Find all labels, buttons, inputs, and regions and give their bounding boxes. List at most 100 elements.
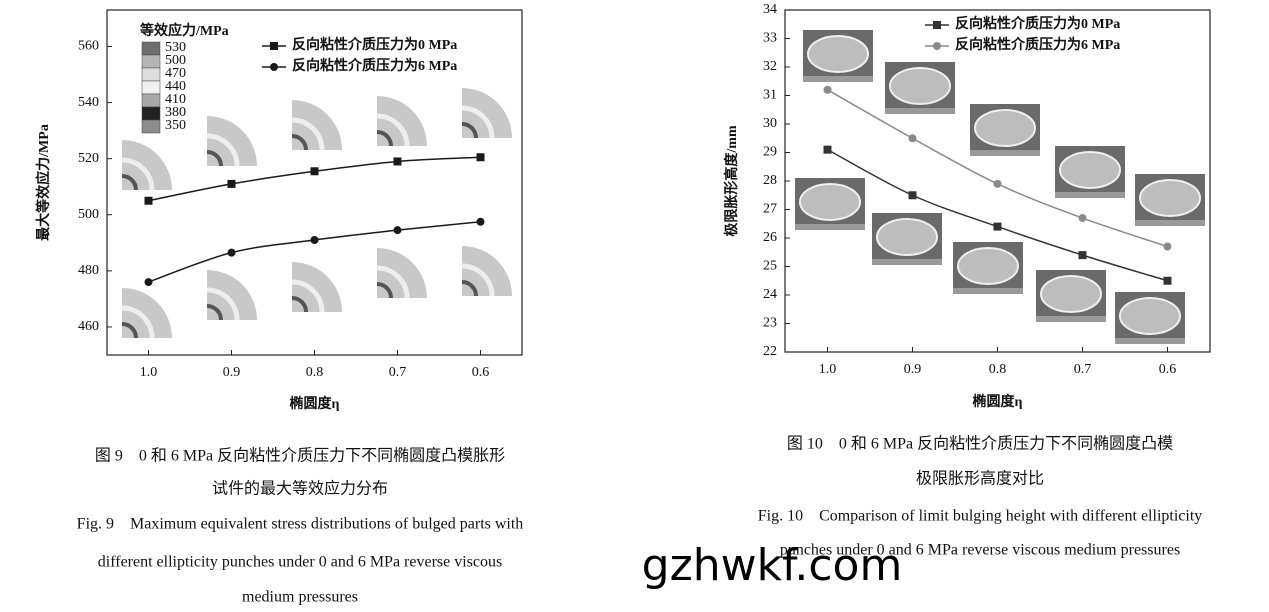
simulation-thumb <box>121 288 172 339</box>
y-tick-label: 28 <box>763 173 777 188</box>
thumb-shape <box>207 270 257 320</box>
thumb-ring <box>121 305 155 339</box>
caption: medium pressures <box>242 589 358 606</box>
y-tick-label: 22 <box>763 344 777 359</box>
photo-dome <box>876 218 938 256</box>
photo-thumb <box>1055 146 1125 198</box>
marker <box>310 167 319 176</box>
marker <box>227 248 236 257</box>
thumb-ring <box>376 282 393 299</box>
thumb-ring <box>461 105 495 139</box>
photo-dome <box>1139 179 1201 217</box>
simulation-thumb <box>376 248 427 299</box>
caption: 图 9 0 和 6 MPa 反向粘性介质压力下不同椭圆度凸模胀形 <box>95 447 505 465</box>
marker <box>908 134 917 143</box>
y-tick-label: 27 <box>763 202 777 217</box>
thumb-shape <box>207 116 257 166</box>
caption: punches under 0 and 6 MPa reverse viscou… <box>780 542 1180 559</box>
marker <box>270 42 278 50</box>
thumb-ring <box>291 296 308 313</box>
marker <box>1163 242 1172 251</box>
colorbar-swatch <box>141 80 161 95</box>
simulation-thumb <box>206 270 257 321</box>
marker <box>144 278 153 287</box>
photo-ruler <box>795 224 865 230</box>
marker <box>1078 214 1087 223</box>
photo-thumb <box>803 30 873 82</box>
colorbar-swatch <box>141 93 161 108</box>
photo-ruler <box>885 108 955 114</box>
photo-ruler <box>953 288 1023 294</box>
x-tick-label: 0.8 <box>989 362 1007 377</box>
photo-thumb <box>872 213 942 265</box>
thumb-ring <box>291 134 308 151</box>
x-tick-label: 0.9 <box>223 365 241 380</box>
y-axis-label: 极限胀形高度/mm <box>723 125 740 237</box>
photo-dome <box>957 247 1019 285</box>
marker <box>227 179 236 188</box>
marker <box>310 236 319 244</box>
x-tick-label: 0.7 <box>1074 362 1092 377</box>
photo-thumb <box>953 242 1023 294</box>
thumb-shape <box>377 96 427 146</box>
legend-label: 反向粘性介质压力为6 MPa <box>955 36 1120 53</box>
photo-ruler <box>1135 220 1205 226</box>
simulation-thumb <box>461 246 512 297</box>
marker <box>476 153 485 162</box>
photo-dome <box>799 183 861 221</box>
y-tick-label: 24 <box>763 287 777 302</box>
photo-dome <box>889 67 951 105</box>
marker <box>144 196 153 205</box>
x-tick-label: 1.0 <box>819 362 837 377</box>
simulation-thumb <box>291 100 342 151</box>
caption: 试件的最大等效应力分布 <box>212 479 388 498</box>
y-tick-label: 33 <box>763 31 777 46</box>
thumb-ring <box>376 113 410 147</box>
colorbar-label: 410 <box>165 92 186 107</box>
legend-label: 反向粘性介质压力为0 MPa <box>955 15 1120 32</box>
colorbar-label: 500 <box>165 53 186 68</box>
photo-dome <box>1059 151 1121 189</box>
photo-thumb <box>885 62 955 114</box>
thumb-ring <box>461 280 478 297</box>
thumb-ring <box>461 122 478 139</box>
marker <box>823 85 832 94</box>
y-tick-label: 540 <box>78 95 99 110</box>
y-tick-label: 34 <box>763 2 777 17</box>
thumb-ring <box>206 133 240 167</box>
caption: Fig. 9 Maximum equivalent stress distrib… <box>77 516 524 533</box>
colorbar-swatch <box>141 54 161 69</box>
colorbar-swatch <box>141 67 161 82</box>
y-tick-label: 25 <box>763 259 777 274</box>
colorbar-swatch <box>141 119 161 134</box>
x-axis-label: 椭圆度η <box>290 395 340 412</box>
photo-ruler <box>1055 192 1125 198</box>
x-tick-label: 0.9 <box>904 362 922 377</box>
legend-label: 反向粘性介质压力为0 MPa <box>292 36 457 53</box>
caption: Fig. 10 Comparison of limit bulging heig… <box>758 508 1203 525</box>
photo-ruler <box>872 259 942 265</box>
thumb-ring <box>206 304 223 321</box>
photo-thumb <box>1135 174 1205 226</box>
series-line <box>148 156 481 202</box>
x-tick-label: 0.8 <box>306 365 324 380</box>
thumb-ring <box>121 174 138 191</box>
x-tick-label: 1.0 <box>140 365 158 380</box>
thumb-shape <box>462 88 512 138</box>
marker <box>933 42 941 50</box>
colorbar-label: 440 <box>165 79 186 94</box>
photo-ruler <box>970 150 1040 156</box>
x-tick-label: 0.6 <box>1159 362 1177 377</box>
thumb-shape <box>377 248 427 298</box>
y-tick-label: 26 <box>763 230 777 245</box>
colorbar-swatch <box>141 41 161 56</box>
thumb-ring <box>206 287 240 321</box>
colorbar-label: 530 <box>165 40 186 55</box>
marker <box>476 217 485 226</box>
marker <box>1078 251 1087 260</box>
photo-dome <box>1119 297 1181 335</box>
marker <box>933 21 941 29</box>
photo-dome <box>974 109 1036 147</box>
photo-dome <box>807 35 869 73</box>
